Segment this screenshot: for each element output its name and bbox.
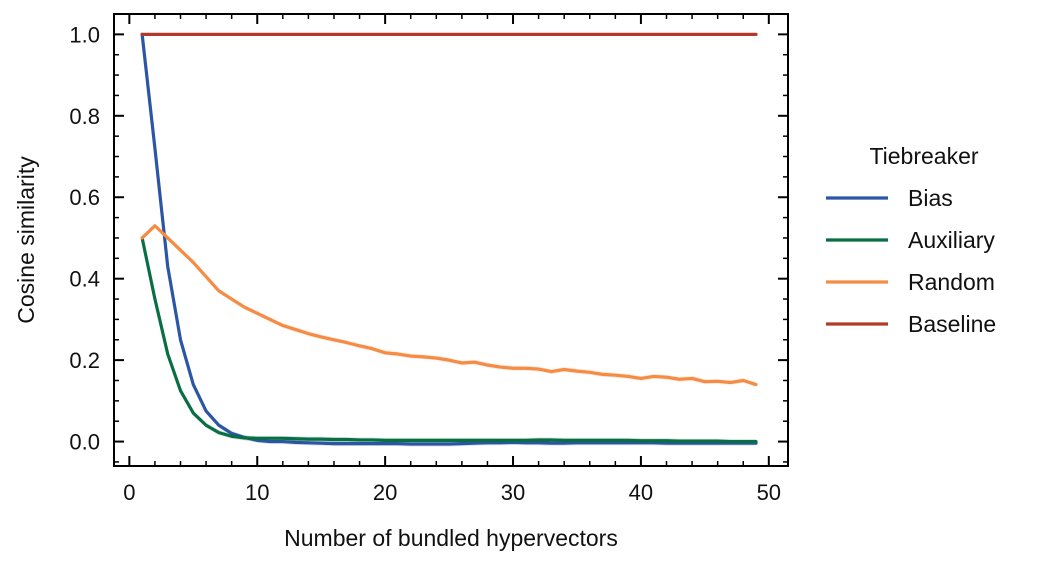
y-axis-label: Cosine similarity [13,156,39,324]
series-line-auxiliary [140,236,758,444]
y-tick-label: 0.2 [69,348,100,373]
legend-items: Bias Auxiliary Random Baseline [826,185,996,337]
series-line-random [140,224,758,387]
plot-area: 0 10 20 30 40 50 0.0 0.2 0.4 0.6 0.8 1.0 [69,13,789,505]
x-axis-label: Number of bundled hypervectors [284,525,618,551]
series-line-bias [140,32,758,446]
x-tick-label: 50 [757,480,781,505]
x-tick-label: 40 [629,480,653,505]
plot-frame [113,13,789,467]
x-tick-label: 30 [501,480,525,505]
series-band-bias [142,31,757,447]
ticks-layer: 0 10 20 30 40 50 0.0 0.2 0.4 0.6 0.8 1.0 [69,14,788,505]
x-tick-label: 0 [123,480,135,505]
legend-title: Tiebreaker [869,143,978,169]
series-band-random [142,223,757,388]
legend-label-bias: Bias [908,185,953,211]
y-tick-label: 1.0 [69,22,100,47]
x-tick-label: 10 [245,480,269,505]
series-band-auxiliary [142,235,757,445]
y-tick-label: 0.8 [69,104,100,129]
legend-label-random: Random [908,269,995,295]
legend-label-auxiliary: Auxiliary [908,227,995,253]
legend-label-baseline: Baseline [908,311,996,337]
y-tick-label: 0.6 [69,185,100,210]
y-tick-label: 0.0 [69,430,100,455]
y-tick-label: 0.4 [69,267,100,292]
series-layer [140,31,758,447]
x-tick-label: 20 [373,480,397,505]
legend: Tiebreaker Bias Auxiliary Random Baseline [826,143,996,337]
